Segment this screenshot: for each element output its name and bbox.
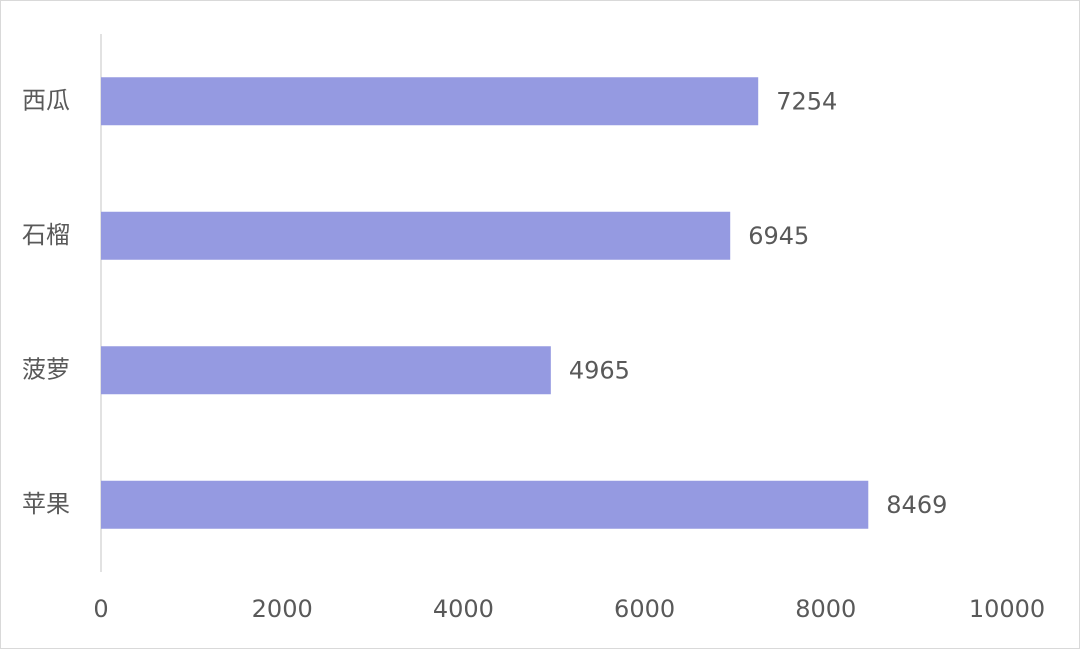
y-tick-label: 西瓜 [22,86,70,114]
y-tick-label: 石榴 [22,221,70,249]
data-label: 4965 [569,356,630,384]
x-tick-label: 8000 [795,595,856,623]
y-tick-label: 苹果 [22,490,70,518]
x-tick-label: 6000 [614,595,675,623]
x-tick-label: 2000 [252,595,313,623]
x-tick-label: 10000 [969,595,1045,623]
y-tick-label: 菠萝 [22,355,70,383]
bar [101,346,551,395]
data-label: 7254 [776,87,837,115]
data-label: 6945 [748,222,809,250]
data-label: 8469 [886,491,947,519]
bar [101,77,759,126]
x-tick-label: 4000 [433,595,494,623]
x-tick-label: 0 [93,595,108,623]
bar [101,480,869,529]
bar [101,211,731,260]
